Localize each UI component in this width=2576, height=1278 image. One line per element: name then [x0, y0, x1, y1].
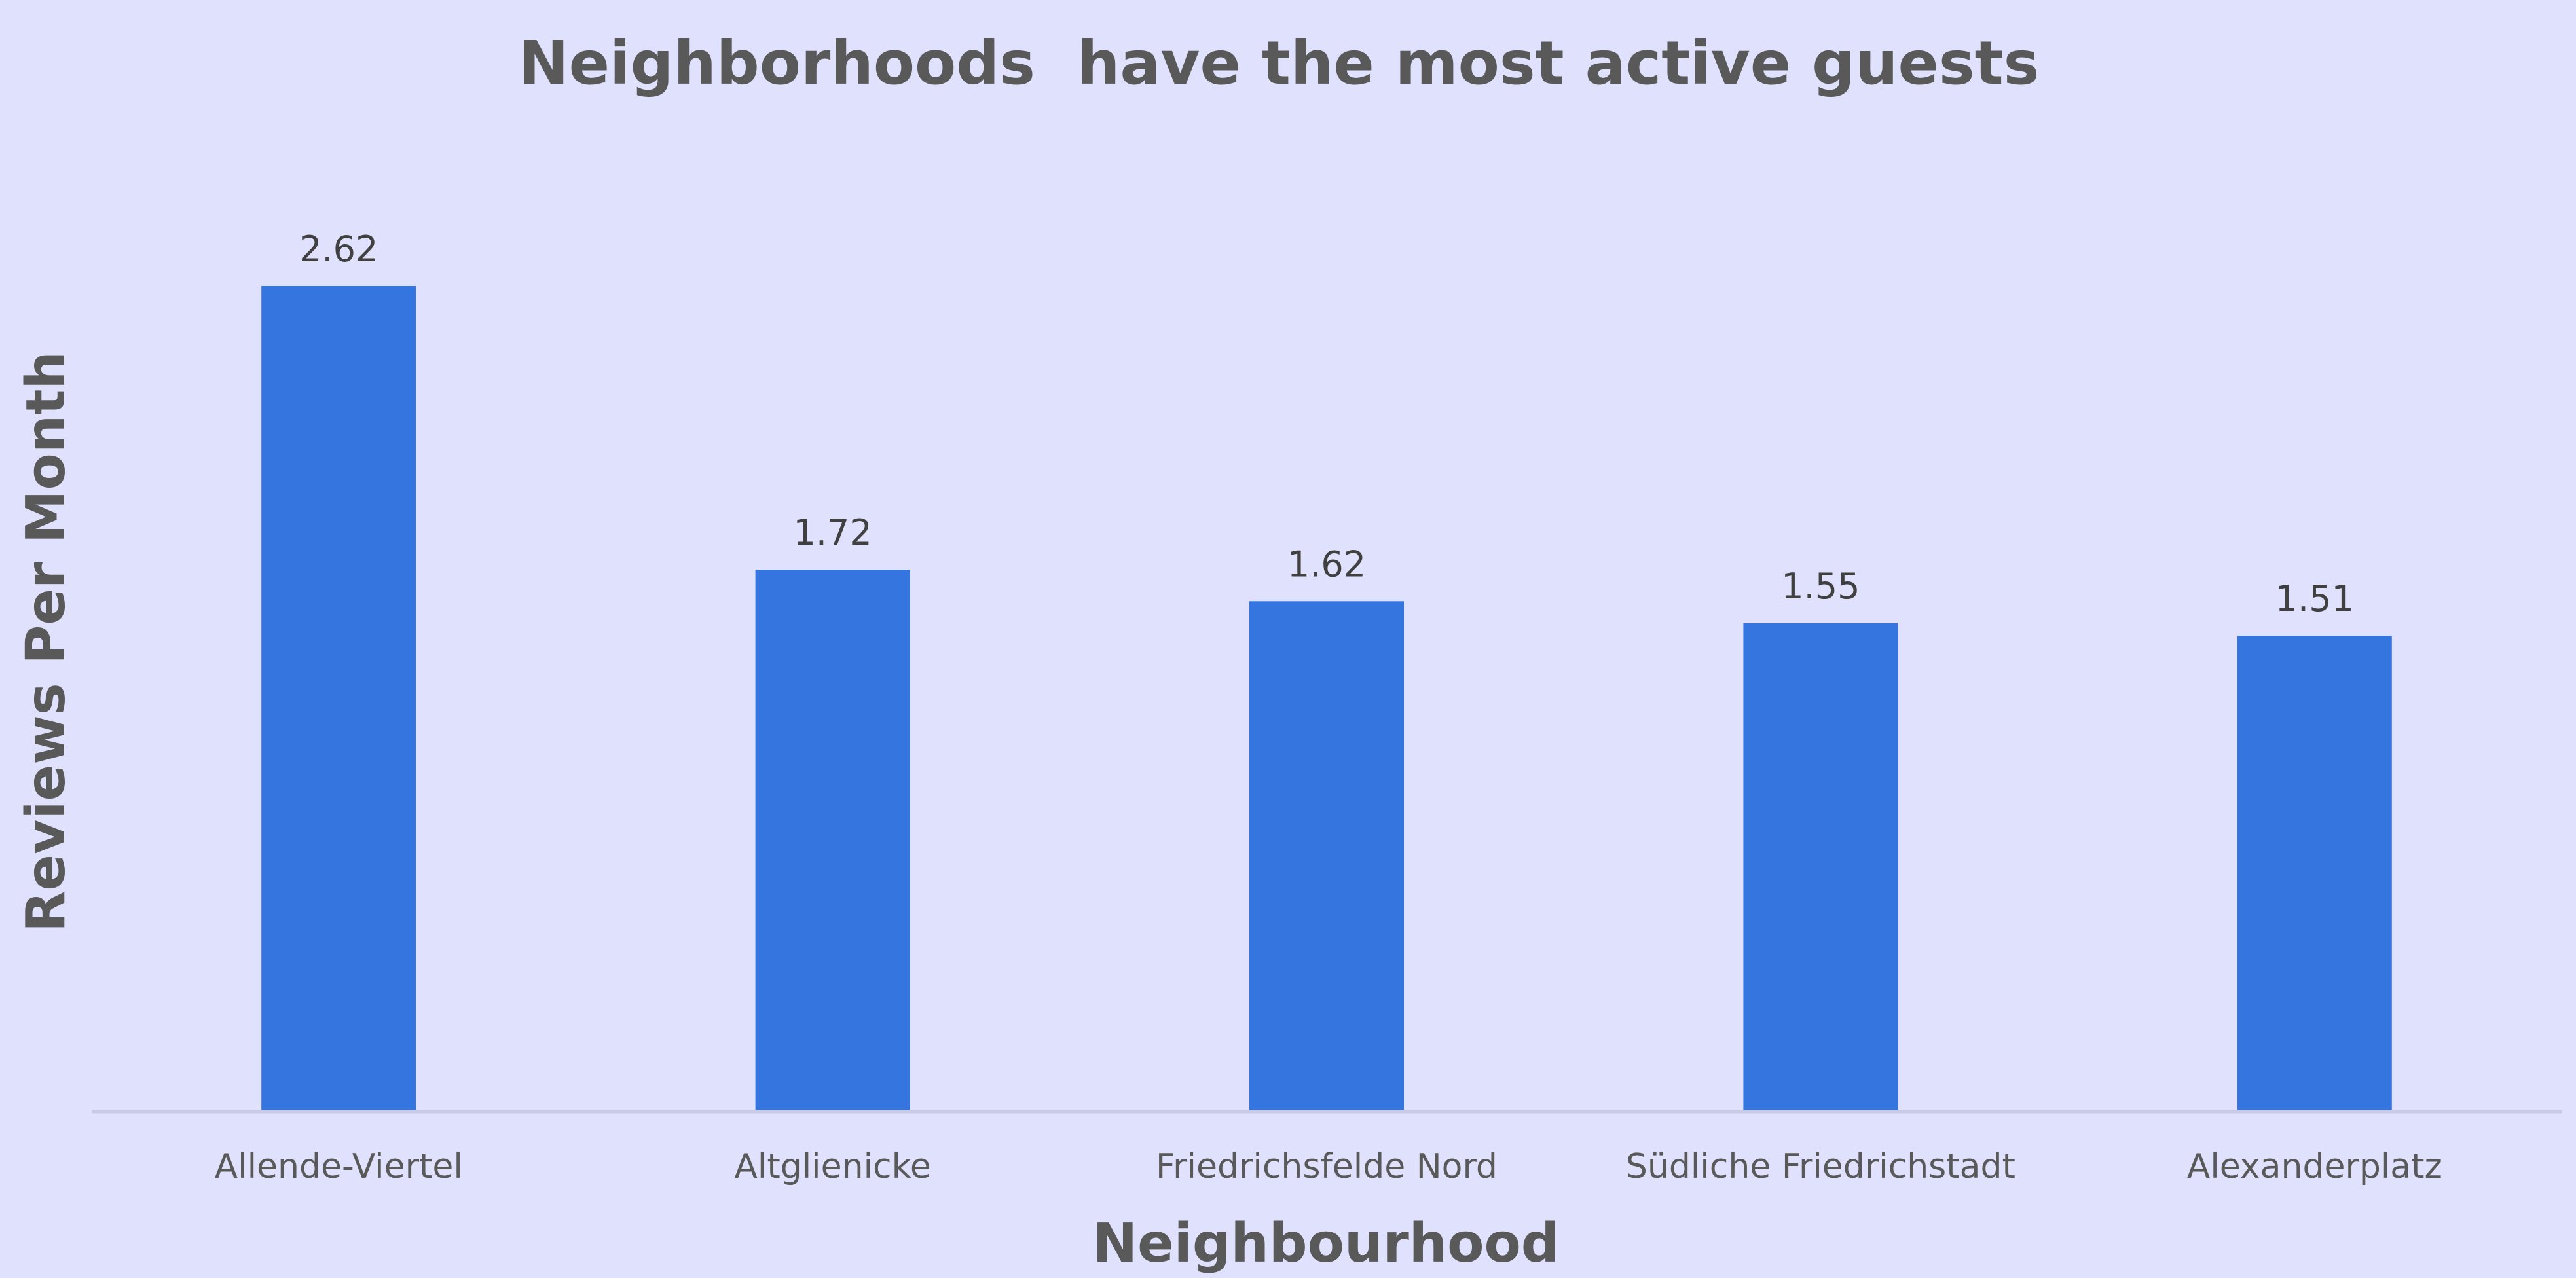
data-label-1: 1.72 [793, 512, 872, 553]
data-label-4: 1.51 [2275, 578, 2354, 619]
x-tick-label-1: Altglienicke [734, 1147, 931, 1186]
x-tick-label-4: Alexanderplatz [2187, 1147, 2442, 1186]
x-tick-label-3: Südliche Friedrichstadt [1626, 1147, 2015, 1186]
bar-4 [2237, 636, 2392, 1112]
data-label-0: 2.62 [299, 228, 378, 270]
data-labels-group: 2.62 1.72 1.62 1.55 1.51 [299, 228, 2354, 619]
bars-group [261, 286, 2392, 1112]
bar-1 [755, 570, 910, 1112]
x-tick-label-0: Allende-Viertel [215, 1147, 463, 1186]
data-label-3: 1.55 [1781, 566, 1860, 607]
x-tick-label-2: Friedrichsfelde Nord [1156, 1147, 1498, 1186]
bar-0 [261, 286, 416, 1112]
x-tick-labels-group: Allende-Viertel Altglienicke Friedrichsfel… [215, 1147, 2442, 1186]
x-axis-title: Neighbourhood [1092, 1213, 1559, 1275]
bar-2 [1249, 601, 1404, 1112]
chart-title: Neighborhoods have the most active guest… [519, 28, 2040, 98]
data-label-2: 1.62 [1287, 543, 1366, 585]
y-axis-title: Reviews Per Month [15, 351, 77, 932]
bar-3 [1743, 623, 1898, 1112]
